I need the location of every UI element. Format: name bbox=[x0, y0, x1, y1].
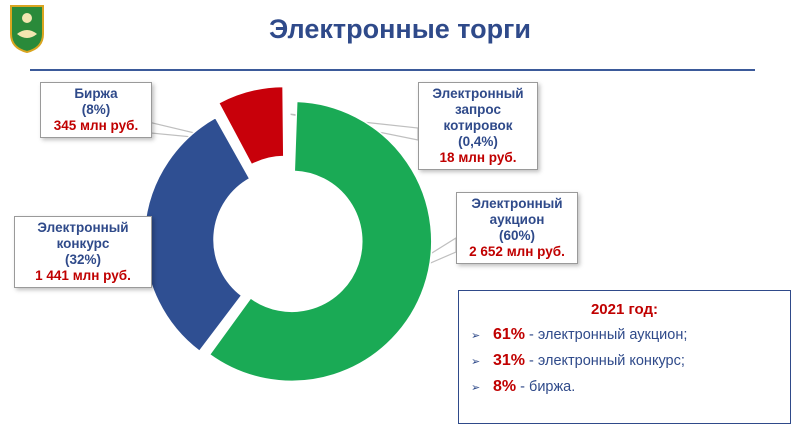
callout-konk-amount: 1 441 млн руб. bbox=[35, 268, 131, 283]
title-divider bbox=[30, 69, 755, 71]
arrow-bullet-icon: ➢ bbox=[471, 382, 481, 394]
arrow-bullet-icon: ➢ bbox=[471, 356, 481, 368]
summary-heading: 2021 год: bbox=[590, 301, 659, 318]
callout-zapros-line3: котировок bbox=[443, 118, 513, 133]
callout-zapros-line1: Электронный bbox=[432, 86, 524, 101]
donut-slice-2 bbox=[143, 116, 251, 353]
summary-box: 2021 год: ➢ 61% - электронный аукцион; ➢ 3… bbox=[458, 290, 791, 424]
callout-konk-percent: (32%) bbox=[64, 252, 101, 267]
callout-konk-line2: конкурс bbox=[56, 236, 110, 251]
donut-slice-3 bbox=[217, 85, 285, 166]
donut-slice-0 bbox=[288, 95, 291, 167]
summary-item-percent: 31% bbox=[493, 352, 526, 369]
summary-list: ➢ 61% - электронный аукцион; ➢ 31% - элект… bbox=[459, 322, 790, 400]
callout-aukc-amount: 2 652 млн руб. bbox=[469, 244, 565, 259]
page-title: Электронные торги bbox=[269, 14, 531, 44]
callout-aukc-line2: аукцион bbox=[489, 212, 545, 227]
callout-zapros-amount: 18 млн руб. bbox=[439, 150, 517, 165]
callout-birzha-name: Биржа bbox=[74, 86, 118, 101]
callout-birzha-amount: 345 млн руб. bbox=[53, 118, 139, 133]
slices-group bbox=[143, 85, 433, 383]
callout-birzha-percent: (8%) bbox=[81, 102, 111, 117]
summary-item-text: - электронный конкурс; bbox=[525, 353, 685, 369]
callout-konk: Электронный конкурс (32%) 1 441 млн руб. bbox=[14, 216, 152, 288]
callout-zapros-line2: запрос bbox=[454, 102, 502, 117]
arrow-bullet-icon: ➢ bbox=[471, 330, 481, 342]
callout-konk-line1: Электронный bbox=[37, 220, 129, 235]
donut-slice-1 bbox=[208, 100, 433, 383]
callout-zapros: Электронный запрос котировок (0,4%) 18 м… bbox=[418, 82, 538, 170]
summary-item-percent: 8% bbox=[493, 378, 517, 395]
callout-aukc: Электронный аукцион (60%) 2 652 млн руб. bbox=[456, 192, 578, 264]
summary-item-percent: 61% bbox=[493, 326, 526, 343]
summary-item-text: - биржа. bbox=[516, 379, 576, 395]
coat-of-arms-icon bbox=[10, 5, 44, 54]
callout-zapros-percent: (0,4%) bbox=[458, 134, 498, 149]
callout-aukc-line1: Электронный bbox=[471, 196, 563, 211]
summary-item: ➢ 8% - биржа. bbox=[471, 374, 790, 400]
callout-birzha: Биржа (8%) 345 млн руб. bbox=[40, 82, 152, 138]
callout-aukc-percent: (60%) bbox=[498, 228, 535, 243]
summary-item-text: - электронный аукцион; bbox=[525, 327, 688, 343]
summary-item: ➢ 61% - электронный аукцион; bbox=[471, 322, 790, 348]
summary-item: ➢ 31% - электронный конкурс; bbox=[471, 348, 790, 374]
